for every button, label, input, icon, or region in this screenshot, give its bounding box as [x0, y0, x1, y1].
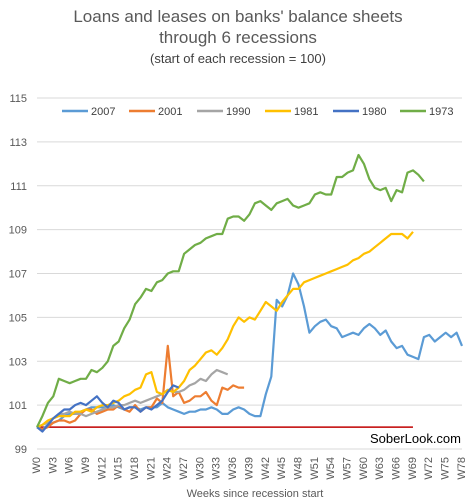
x-tick-label: W6	[64, 457, 76, 474]
x-tick-label: W15	[113, 457, 125, 480]
x-tick-label: W42	[260, 457, 272, 480]
series-line-1980	[36, 384, 180, 433]
x-tick-label: W39	[243, 457, 255, 480]
y-tick-label: 115	[9, 93, 27, 105]
x-tick-label: W57	[341, 457, 353, 480]
y-tick-label: 113	[9, 137, 27, 149]
legend-label-1981: 1981	[294, 106, 318, 118]
x-axis-title: Weeks since recession start	[187, 488, 324, 500]
series-line-1973	[36, 153, 425, 428]
y-tick-label: 111	[10, 181, 27, 193]
y-axis-ticks: 99 101 103 105 107 109 111 113 115	[9, 93, 27, 456]
watermark: SoberLook.com	[370, 431, 461, 446]
x-tick-label: W72	[423, 457, 435, 480]
series-line-1981	[36, 231, 414, 429]
gridlines	[37, 97, 462, 450]
series-lines	[36, 153, 464, 433]
series-line-1990	[36, 368, 229, 429]
y-tick-label: 107	[9, 269, 27, 281]
x-tick-label: W66	[391, 457, 403, 480]
x-tick-label: W48	[292, 457, 304, 480]
y-tick-label: 103	[9, 356, 27, 368]
chart-title-line1: Loans and leases on banks' balance sheet…	[73, 7, 402, 26]
x-tick-label: W69	[407, 457, 419, 480]
x-tick-label: W9	[80, 457, 92, 474]
x-tick-label: W36	[227, 457, 239, 480]
x-tick-label: W0	[31, 457, 43, 474]
chart-title-line2: through 6 recessions	[159, 28, 317, 47]
legend-label-2007: 2007	[91, 106, 115, 118]
x-tick-label: W24	[162, 457, 174, 480]
legend-label-2001: 2001	[158, 106, 182, 118]
x-tick-label: W45	[276, 457, 288, 480]
x-tick-label: W63	[374, 457, 386, 480]
legend-label-1980: 1980	[362, 106, 386, 118]
x-tick-label: W3	[47, 457, 59, 474]
y-tick-label: 109	[9, 225, 27, 237]
x-tick-label: W33	[211, 457, 223, 480]
legend: 2007 2001 1990 1981 1980 1973	[62, 106, 453, 118]
chart-subtitle: (start of each recession = 100)	[150, 51, 326, 66]
x-tick-label: W30	[194, 457, 206, 480]
x-tick-label: W51	[309, 457, 321, 480]
x-tick-label: W60	[358, 457, 370, 480]
y-tick-label: 101	[9, 400, 27, 412]
y-tick-label: 99	[15, 444, 27, 456]
x-tick-label: W78	[456, 457, 468, 480]
legend-label-1990: 1990	[226, 106, 250, 118]
x-tick-label: W21	[145, 457, 157, 480]
x-tick-label: W27	[178, 457, 190, 480]
x-tick-label: W75	[440, 457, 452, 480]
x-tick-label: W12	[96, 457, 108, 480]
legend-label-1973: 1973	[429, 106, 453, 118]
x-tick-label: W54	[325, 457, 337, 480]
x-axis-ticks: W0 W3 W6 W9 W12 W15 W18 W21 W24 W27 W30 W33 W36 W39 W4…	[31, 457, 468, 480]
x-tick-label: W18	[129, 457, 141, 480]
y-tick-label: 105	[9, 312, 27, 324]
